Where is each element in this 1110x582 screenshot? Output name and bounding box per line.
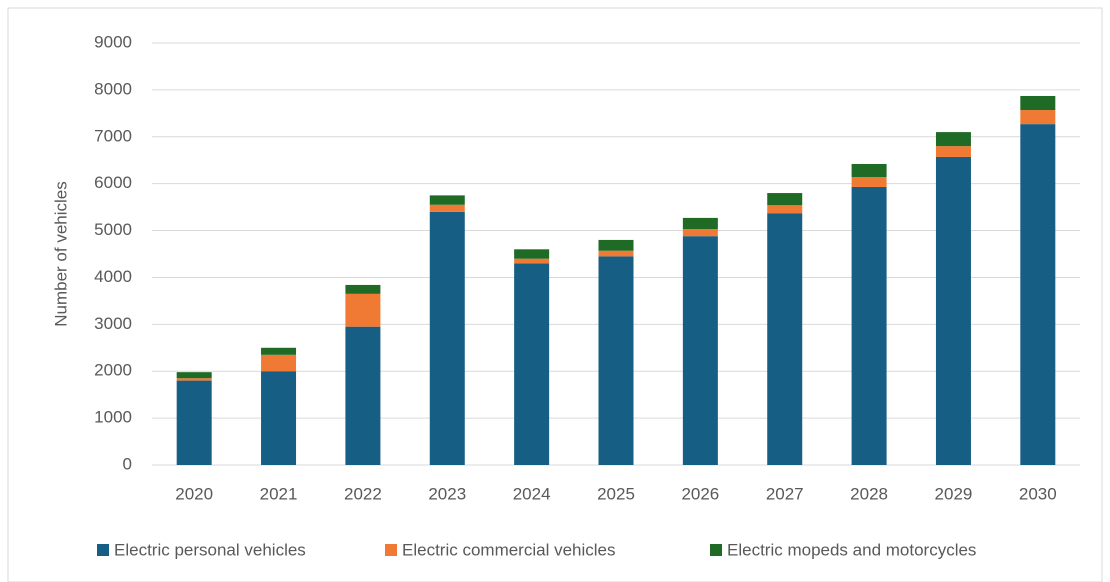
y-tick-label: 5000 [94, 220, 132, 239]
bar-segment [261, 347, 297, 355]
y-tick-label: 2000 [94, 361, 132, 380]
x-tick-label: 2021 [260, 484, 298, 503]
bar-segment [514, 263, 550, 465]
legend-label: Electric personal vehicles [114, 540, 306, 559]
bar-segment [1020, 95, 1056, 111]
bar-segment [767, 213, 803, 465]
y-tick-label: 3000 [94, 314, 132, 333]
bar-segment [261, 354, 297, 372]
y-tick-label: 0 [123, 454, 132, 473]
bar-segment [1020, 124, 1056, 466]
legend-label: Electric mopeds and motorcycles [727, 540, 976, 559]
bar-segment [935, 146, 971, 157]
x-tick-label: 2026 [681, 484, 719, 503]
y-tick-label: 7000 [94, 126, 132, 145]
x-tick-label: 2024 [513, 484, 551, 503]
bar-segment [598, 256, 634, 465]
x-tick-label: 2020 [175, 484, 213, 503]
chart-frame [7, 7, 1103, 582]
bar-segment [851, 163, 887, 178]
legend-swatch [710, 544, 722, 556]
bar-segment [935, 156, 971, 465]
legend-swatch [385, 544, 397, 556]
legend-swatch [97, 544, 109, 556]
legend-label: Electric commercial vehicles [402, 540, 616, 559]
bar-segment [345, 284, 381, 294]
y-tick-label: 9000 [94, 32, 132, 51]
bar-segment [598, 250, 634, 257]
bar-segment [514, 249, 550, 259]
bar-segment [767, 193, 803, 206]
y-axis-label: Number of vehicles [51, 181, 70, 327]
bar-segment [345, 326, 381, 465]
bar-segment [598, 239, 634, 251]
bar-segment [767, 205, 803, 214]
bar-segment [1020, 110, 1056, 125]
bar-segment [682, 217, 718, 230]
bar-segment [851, 186, 887, 465]
bar-segment [682, 229, 718, 237]
y-tick-label: 8000 [94, 79, 132, 98]
bar-segment [935, 132, 971, 147]
bar-segment [261, 371, 297, 465]
bar-segment [682, 236, 718, 465]
bar-segment [345, 293, 381, 327]
bar-segment [176, 372, 212, 379]
bar-segment [176, 380, 212, 465]
bar-segment [429, 211, 465, 465]
bar-segment [514, 258, 550, 264]
x-tick-label: 2028 [850, 484, 888, 503]
y-tick-label: 4000 [94, 267, 132, 286]
x-tick-label: 2030 [1019, 484, 1057, 503]
bar-segment [176, 378, 212, 381]
x-tick-label: 2027 [766, 484, 804, 503]
bar-segment [851, 177, 887, 187]
x-tick-label: 2023 [428, 484, 466, 503]
bar-segment [429, 195, 465, 205]
y-tick-label: 1000 [94, 408, 132, 427]
x-tick-label: 2025 [597, 484, 635, 503]
bar-segment [429, 204, 465, 212]
x-tick-label: 2029 [935, 484, 973, 503]
y-tick-label: 6000 [94, 173, 132, 192]
x-tick-label: 2022 [344, 484, 382, 503]
